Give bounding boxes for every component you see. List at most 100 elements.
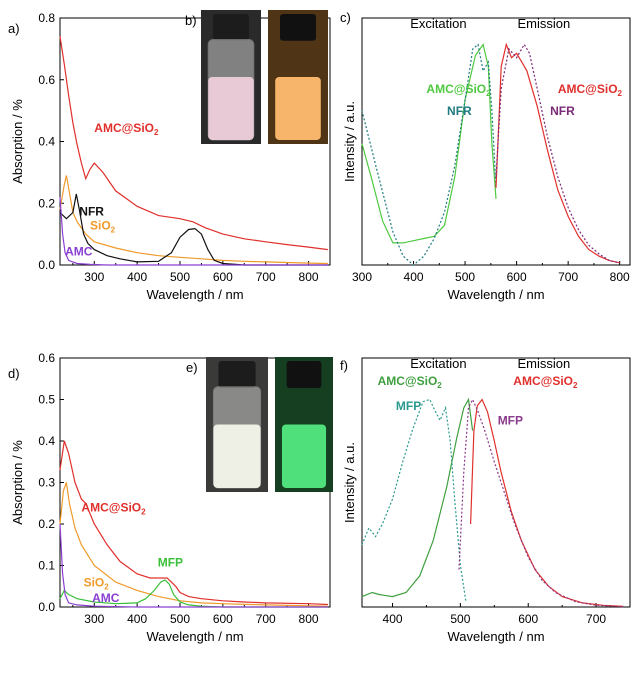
series-line-f-2 xyxy=(470,398,624,607)
x-tick-label-d: 800 xyxy=(299,612,319,626)
x-tick-label-a: 800 xyxy=(299,270,319,284)
series-label-c-3: NFR xyxy=(550,104,575,118)
x-tick-label-d: 500 xyxy=(170,612,190,626)
x-tick-label-a: 700 xyxy=(256,270,276,284)
x-axis-label-d: Wavelength / nm xyxy=(146,629,243,644)
series-label-f-0: AMC@SiO2 xyxy=(378,374,443,390)
vial-drawing xyxy=(268,10,328,144)
vial-liquid xyxy=(275,77,321,140)
panel-letter-e: e) xyxy=(186,360,198,375)
panel-letter-c: c) xyxy=(340,10,351,25)
series-line-c-1 xyxy=(361,43,497,266)
photo-b-left-vial xyxy=(201,10,261,144)
series-line-f-1 xyxy=(361,398,467,601)
series-label-c-0: AMC@SiO2 xyxy=(426,82,491,98)
series-label-c-1: NFR xyxy=(447,104,472,118)
series-label-f-3: MFP xyxy=(498,413,523,427)
panel-letter-b: b) xyxy=(185,13,197,28)
series-line-c-3 xyxy=(495,43,620,264)
y-tick-label-a: 0.8 xyxy=(38,11,55,25)
plot-frame-f xyxy=(361,357,631,608)
series-label-d-0: AMC@SiO2 xyxy=(81,501,146,517)
vial-cap xyxy=(213,14,249,41)
x-tick-label-a: 500 xyxy=(170,270,190,284)
x-tick-label-d: 300 xyxy=(84,612,104,626)
y-tick-label-d: 0.4 xyxy=(38,434,55,448)
plot-frame-c xyxy=(361,17,631,266)
x-tick-label-f: 700 xyxy=(586,612,606,626)
photo-e-right-vial xyxy=(275,357,333,492)
series-label-c-2: AMC@SiO2 xyxy=(558,82,623,98)
panel-letter-a: a) xyxy=(8,21,20,36)
vial-drawing xyxy=(275,357,333,492)
x-tick-label-d: 600 xyxy=(213,612,233,626)
vial-liquid xyxy=(208,77,254,140)
series-line-d-3 xyxy=(59,523,328,608)
series-line-d-0 xyxy=(59,440,328,606)
y-tick-label-a: 0.6 xyxy=(38,73,55,87)
series-line-f-0 xyxy=(361,397,474,598)
series-line-a-3 xyxy=(59,197,328,266)
y-axis-label-d: Absorption / % xyxy=(10,440,25,525)
y-tick-label-d: 0.2 xyxy=(38,517,55,531)
vial-drawing xyxy=(207,14,255,141)
x-tick-label-c: 700 xyxy=(558,270,578,284)
y-tick-label-d: 0.1 xyxy=(38,559,55,573)
series-label-a-1: NFR xyxy=(79,205,104,219)
series-line-d-2 xyxy=(59,579,328,608)
series-label-a-2: SiO2 xyxy=(90,218,116,234)
x-axis-label-c: Wavelength / nm xyxy=(447,287,544,302)
x-tick-label-d: 400 xyxy=(127,612,147,626)
photo-b-right-vial xyxy=(268,10,328,144)
series-label-d-3: MFP xyxy=(158,556,183,570)
series-label-a-3: AMC xyxy=(65,245,93,259)
series-line-f-3 xyxy=(458,398,624,608)
series-line-c-2 xyxy=(495,42,620,264)
panel-letter-d: d) xyxy=(8,366,20,381)
y-tick-label-d: 0.3 xyxy=(38,476,55,490)
series-label-d-1: SiO2 xyxy=(84,575,110,591)
x-axis-label-f: Wavelength / nm xyxy=(447,629,544,644)
series-line-a-2 xyxy=(59,193,328,266)
x-tick-label-c: 600 xyxy=(507,270,527,284)
x-tick-label-c: 500 xyxy=(455,270,475,284)
vial-cap xyxy=(286,361,322,388)
x-tick-label-f: 400 xyxy=(383,612,403,626)
y-tick-label-d: 0.6 xyxy=(38,351,55,365)
vial-drawing xyxy=(212,361,262,489)
y-axis-label-f: Intensity / a.u. xyxy=(342,442,357,523)
vial-liquid xyxy=(213,424,261,488)
photo-e-left-vial xyxy=(206,357,268,492)
x-tick-label-a: 600 xyxy=(213,270,233,284)
x-axis-label-a: Wavelength / nm xyxy=(146,287,243,302)
y-tick-label-d: 0.5 xyxy=(38,393,55,407)
y-tick-label-a: 0.4 xyxy=(38,135,55,149)
y-tick-label-d: 0.0 xyxy=(38,600,55,614)
vial-cap xyxy=(280,14,316,41)
y-axis-label-a: Absorption / % xyxy=(10,99,25,184)
series-line-c-0 xyxy=(361,43,497,244)
header-excitation-c: Excitation xyxy=(410,16,466,31)
series-line-d-1 xyxy=(59,482,328,607)
series-line-a-1 xyxy=(59,175,328,265)
panel-letter-f: f) xyxy=(340,358,348,373)
x-tick-label-c: 300 xyxy=(352,270,372,284)
series-label-a-0: AMC@SiO2 xyxy=(94,121,159,137)
x-tick-label-a: 400 xyxy=(127,270,147,284)
series-line-a-0 xyxy=(59,36,328,251)
x-tick-label-c: 800 xyxy=(610,270,630,284)
header-emission-c: Emission xyxy=(517,16,570,31)
vial-cap xyxy=(218,361,256,388)
x-tick-label-f: 500 xyxy=(450,612,470,626)
x-tick-label-d: 700 xyxy=(256,612,276,626)
x-tick-label-c: 400 xyxy=(404,270,424,284)
header-excitation-f: Excitation xyxy=(410,356,466,371)
series-label-f-2: AMC@SiO2 xyxy=(513,374,578,390)
vial-liquid xyxy=(281,424,327,488)
y-tick-label-a: 0.0 xyxy=(38,258,55,272)
y-axis-label-c: Intensity / a.u. xyxy=(342,101,357,182)
x-tick-label-f: 600 xyxy=(518,612,538,626)
header-emission-f: Emission xyxy=(517,356,570,371)
y-tick-label-a: 0.2 xyxy=(38,196,55,210)
